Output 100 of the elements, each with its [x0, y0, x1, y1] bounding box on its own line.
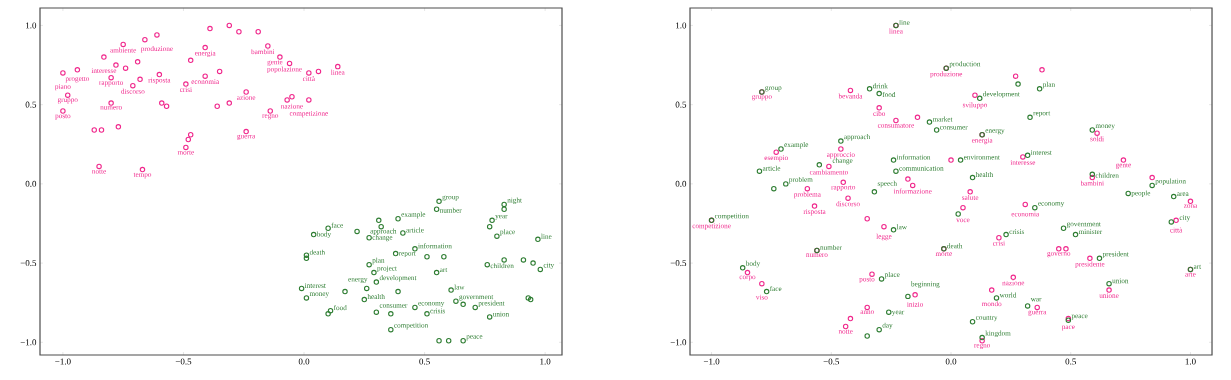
x-tick-label: −1.0: [703, 358, 720, 365]
point: [159, 100, 165, 106]
point: [108, 74, 114, 81]
point: [486, 223, 493, 230]
point: [306, 70, 312, 76]
point: [1173, 217, 1179, 224]
x-tick-label: 1.0: [540, 358, 551, 365]
point: [363, 285, 370, 292]
point: [905, 293, 911, 300]
x-tick-label: 0.5: [419, 358, 430, 365]
point: [535, 236, 541, 243]
point: [325, 311, 331, 317]
point: [306, 97, 312, 103]
point: [969, 174, 976, 181]
point: [996, 235, 1002, 241]
point: [1063, 246, 1069, 252]
point: [893, 117, 899, 124]
point: [154, 32, 160, 38]
point: [1149, 174, 1155, 181]
point: [91, 127, 97, 133]
point: [914, 114, 921, 121]
point: [96, 163, 102, 170]
point: [113, 62, 119, 68]
point: [501, 206, 507, 212]
point: [424, 254, 430, 260]
point: [74, 67, 81, 73]
point: [525, 295, 531, 301]
point: [284, 97, 290, 103]
point: [267, 108, 274, 114]
point: [501, 257, 507, 263]
point: [453, 298, 459, 304]
point: [955, 211, 961, 217]
point: [816, 162, 823, 168]
point: [433, 206, 440, 212]
point: [1094, 130, 1100, 136]
point: [890, 157, 897, 163]
x-tick-label: −1.0: [55, 358, 71, 365]
point: [501, 201, 507, 208]
point: [187, 57, 194, 64]
point: [866, 86, 873, 92]
point: [838, 138, 844, 144]
point: [371, 269, 377, 276]
point: [890, 227, 897, 233]
point: [122, 65, 129, 71]
point: [183, 144, 189, 151]
point: [243, 89, 249, 95]
point: [1149, 182, 1155, 189]
point: [1170, 193, 1177, 200]
point: [1020, 154, 1026, 160]
point: [163, 103, 170, 109]
point: [303, 252, 310, 258]
point: [1003, 231, 1009, 238]
point: [988, 287, 995, 293]
point: [494, 233, 500, 239]
point: [207, 25, 213, 32]
point: [255, 29, 261, 35]
point: [373, 279, 380, 285]
y-tick-label: −0.5: [670, 260, 687, 267]
point: [876, 90, 882, 97]
x-tick-label: −0.5: [175, 358, 192, 365]
point: [886, 309, 892, 315]
point: [226, 100, 233, 106]
point: [101, 54, 107, 60]
point: [460, 301, 466, 308]
point: [739, 265, 746, 271]
point: [115, 124, 122, 130]
point: [1106, 287, 1112, 293]
point: [366, 261, 372, 268]
point: [395, 215, 401, 222]
point: [361, 296, 368, 303]
point: [876, 326, 882, 333]
x-tick-label: 0.0: [298, 358, 310, 365]
point: [1125, 190, 1131, 197]
point: [460, 337, 466, 344]
point: [303, 295, 310, 301]
y-tick-label: 1.0: [26, 22, 37, 29]
point: [60, 108, 66, 114]
point: [236, 29, 242, 35]
point: [277, 54, 283, 60]
point: [1027, 114, 1033, 121]
point: [957, 157, 964, 163]
point: [134, 59, 141, 65]
point: [1024, 152, 1031, 159]
point: [366, 235, 372, 241]
point: [838, 146, 844, 152]
point: [905, 176, 911, 182]
point: [1022, 201, 1028, 208]
point: [433, 269, 440, 276]
point: [1012, 73, 1019, 79]
point: [424, 311, 430, 317]
point: [441, 254, 447, 260]
point: [298, 285, 305, 292]
point: [763, 288, 770, 295]
point: [1120, 157, 1127, 163]
y-tick-label: −1.0: [670, 339, 687, 346]
point: [139, 166, 146, 173]
point: [489, 217, 495, 224]
point: [265, 43, 271, 49]
point: [864, 215, 870, 222]
point: [893, 168, 899, 174]
